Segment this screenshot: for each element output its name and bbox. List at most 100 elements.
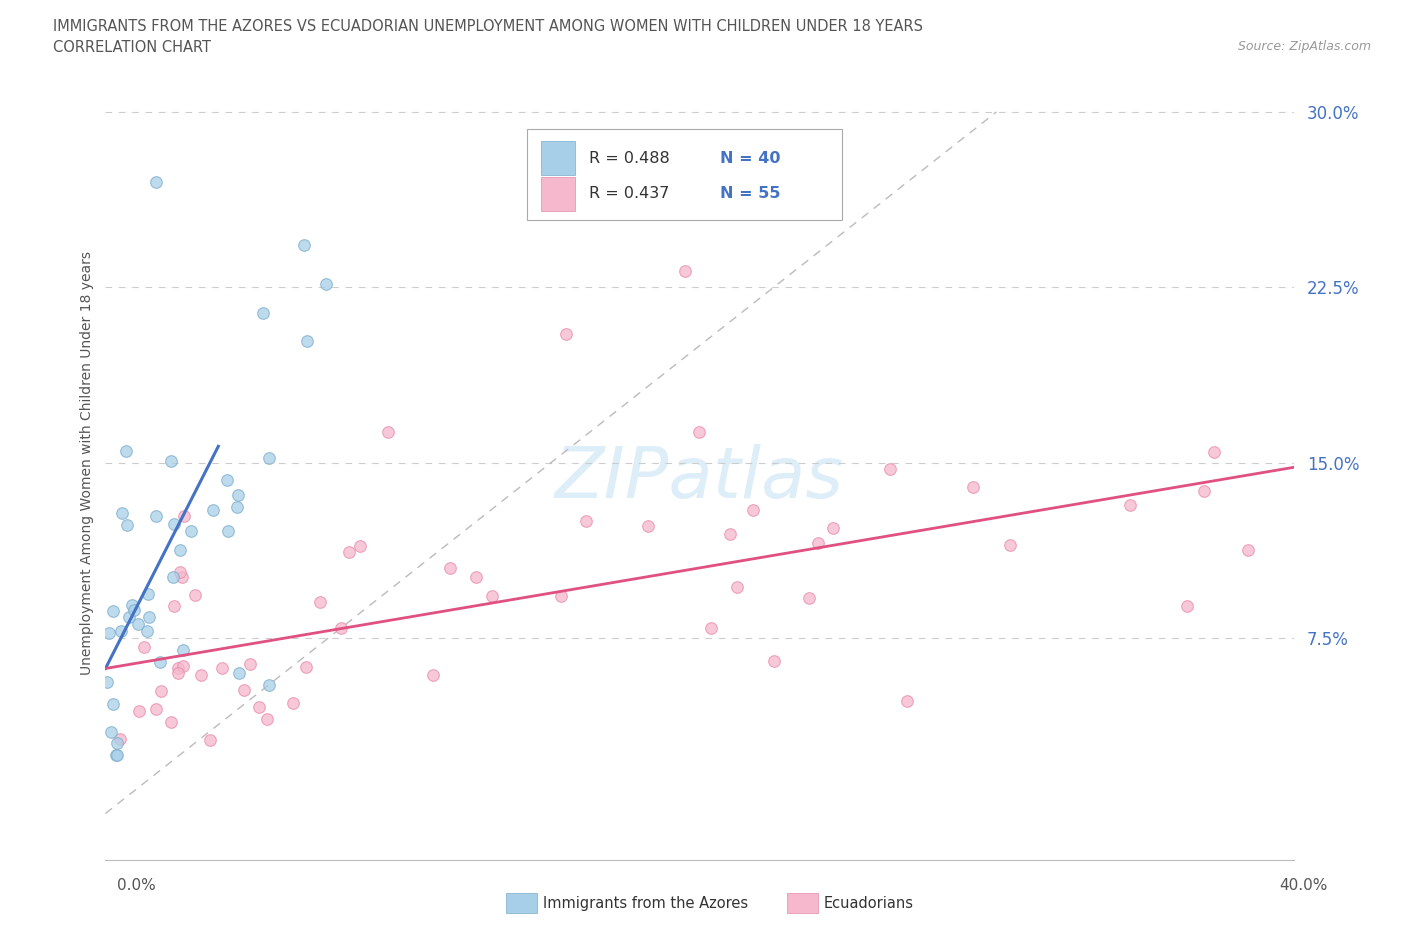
Point (292, 237, 315, 252)
Text: N = 55: N = 55 (720, 186, 780, 202)
FancyBboxPatch shape (541, 178, 575, 210)
Point (122, 603, 145, 618)
Point (104, 748, 127, 763)
Point (149, 684, 172, 698)
Point (217, 524, 239, 538)
Point (554, 326, 576, 341)
Point (247, 700, 270, 715)
Point (295, 659, 318, 674)
Point (145, 509, 167, 524)
Point (718, 526, 741, 541)
Point (211, 660, 233, 675)
Point (118, 609, 141, 624)
Text: R = 0.488: R = 0.488 (589, 151, 669, 166)
Point (281, 696, 304, 711)
Point (550, 589, 572, 604)
Point (201, 502, 224, 517)
Point (228, 666, 250, 681)
Point (149, 655, 172, 670)
Point (198, 732, 221, 747)
Text: Source: ZipAtlas.com: Source: ZipAtlas.com (1237, 40, 1371, 53)
Point (127, 617, 149, 631)
Point (422, 668, 444, 683)
Point (163, 517, 186, 532)
Text: 40.0%: 40.0% (1279, 878, 1327, 893)
Point (233, 683, 256, 698)
Point (699, 620, 721, 635)
Point (1175, 599, 1198, 614)
Point (138, 609, 160, 624)
Text: N = 40: N = 40 (720, 151, 780, 166)
Point (309, 595, 332, 610)
Point (110, 731, 132, 746)
Point (377, 425, 399, 440)
Point (1237, 543, 1260, 558)
Point (689, 425, 711, 440)
Text: 0.0%: 0.0% (117, 878, 156, 893)
Point (169, 565, 191, 579)
Point (1202, 445, 1225, 459)
Text: IMMIGRANTS FROM THE AZORES VS ECUADORIAN UNEMPLOYMENT AMONG WOMEN WITH CHILDREN : IMMIGRANTS FROM THE AZORES VS ECUADORIAN… (53, 19, 924, 33)
Point (962, 480, 984, 495)
Point (575, 513, 598, 528)
Point (257, 451, 280, 466)
Point (762, 654, 785, 669)
Point (96, 674, 118, 689)
Point (673, 263, 696, 278)
Point (481, 589, 503, 604)
Y-axis label: Unemployment Among Women with Children Under 18 years: Unemployment Among Women with Children U… (80, 251, 94, 674)
Point (256, 711, 278, 726)
Point (797, 591, 820, 605)
Point (101, 604, 124, 618)
Point (121, 598, 143, 613)
Point (169, 543, 191, 558)
Point (100, 724, 122, 739)
Point (132, 639, 155, 654)
Point (252, 305, 274, 320)
Text: Ecuadorians: Ecuadorians (824, 896, 914, 910)
Point (217, 472, 239, 487)
Point (172, 642, 194, 657)
Point (184, 588, 207, 603)
Point (163, 598, 186, 613)
Point (145, 175, 167, 190)
Point (105, 736, 128, 751)
Point (166, 661, 188, 676)
Point (998, 538, 1021, 553)
Point (110, 624, 132, 639)
Point (173, 508, 195, 523)
Point (190, 668, 212, 683)
Point (115, 517, 138, 532)
Point (439, 561, 461, 576)
FancyBboxPatch shape (527, 128, 842, 220)
Point (315, 277, 337, 292)
Point (172, 658, 194, 673)
Point (105, 748, 128, 763)
Point (349, 538, 371, 553)
Point (179, 524, 201, 538)
Point (465, 569, 488, 584)
Text: ZIPatlas: ZIPatlas (555, 445, 844, 513)
Point (239, 657, 262, 671)
Point (145, 702, 167, 717)
Point (160, 453, 183, 468)
Point (725, 579, 748, 594)
Point (136, 624, 159, 639)
Text: CORRELATION CHART: CORRELATION CHART (53, 40, 211, 55)
FancyBboxPatch shape (541, 141, 575, 175)
Point (295, 333, 318, 348)
Point (226, 499, 249, 514)
Point (172, 569, 194, 584)
Point (879, 462, 901, 477)
Point (98, 626, 121, 641)
Point (162, 570, 184, 585)
Point (329, 621, 352, 636)
Point (742, 502, 765, 517)
Point (128, 703, 150, 718)
Point (167, 665, 190, 680)
Point (1194, 484, 1216, 498)
Point (101, 697, 124, 711)
Point (136, 586, 159, 601)
Point (637, 519, 659, 534)
Point (337, 544, 360, 559)
